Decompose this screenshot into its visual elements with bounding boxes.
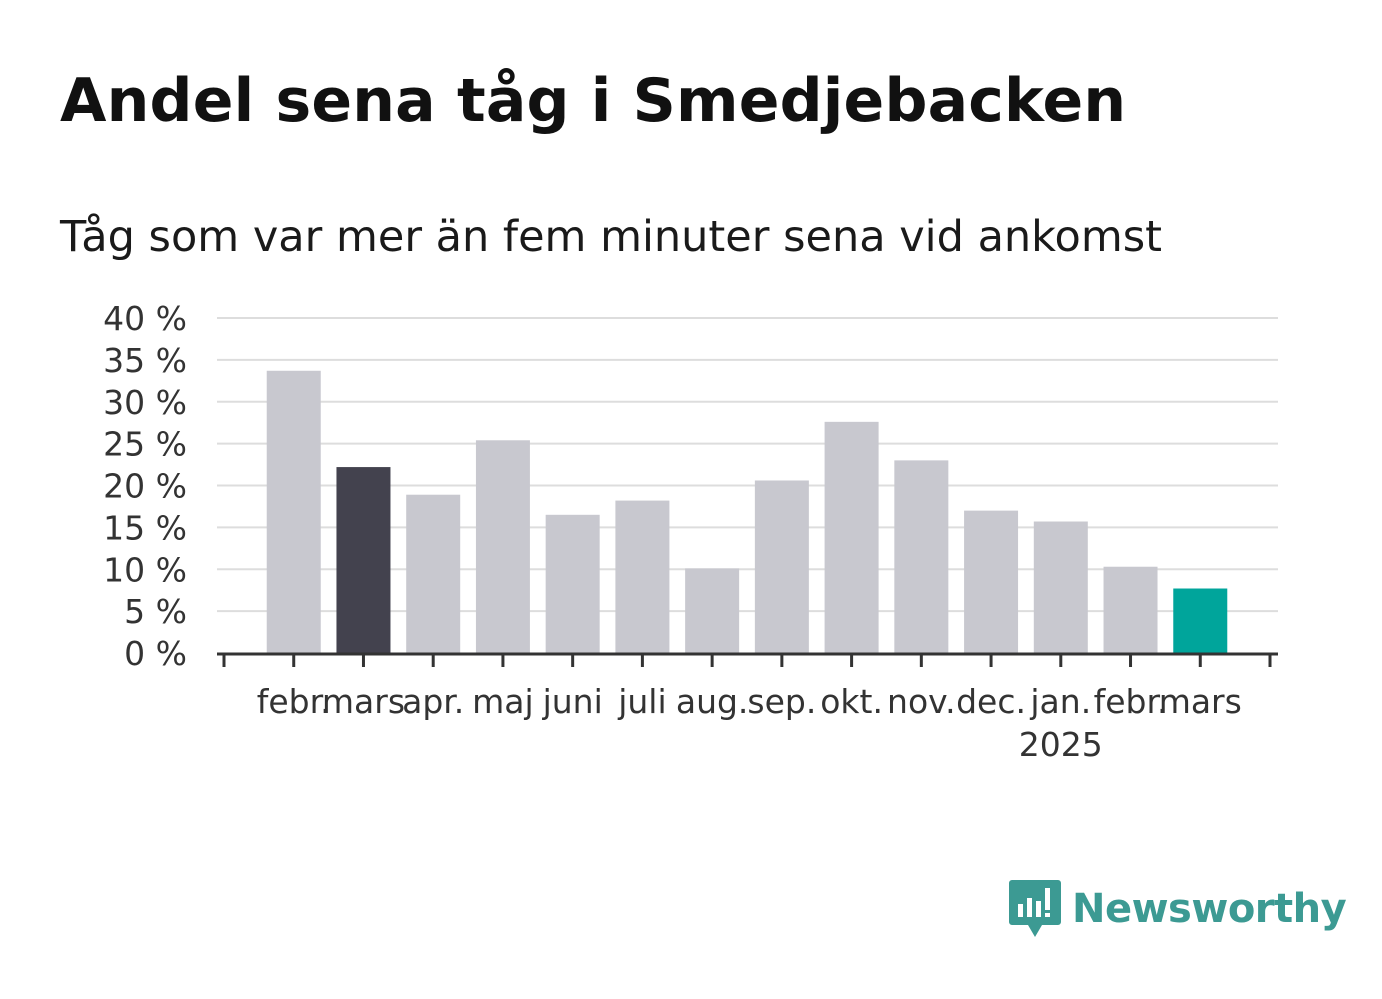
x-tick-label: dec.: [956, 682, 1026, 721]
bar: [964, 510, 1019, 653]
y-tick-label: 0 %: [124, 634, 187, 673]
bar: [1103, 566, 1158, 653]
newsworthy-logo: Newsworthy: [1008, 878, 1347, 940]
bar: [615, 500, 670, 653]
x-tick-label: aug.: [676, 682, 749, 721]
x-axis: [217, 652, 1278, 667]
brand-name: Newsworthy: [1072, 886, 1347, 932]
x-tick-label: nov.: [887, 682, 956, 721]
x-tick-year-label: 2025: [1019, 725, 1103, 764]
y-tick-label: 30 %: [103, 383, 187, 422]
x-tick-label: febr.: [1094, 682, 1168, 721]
y-tick-label: 15 %: [103, 508, 187, 547]
bar: [336, 467, 391, 653]
bar: [406, 494, 461, 653]
x-tick-label: juli: [617, 682, 666, 721]
y-tick-label: 5 %: [124, 592, 187, 631]
x-tick-label: mars: [322, 682, 405, 721]
x-tick-label: febr.: [257, 682, 331, 721]
y-tick-label: 20 %: [103, 467, 187, 506]
y-tick-label: 25 %: [103, 425, 187, 464]
bar: [545, 514, 600, 653]
bar: [266, 370, 321, 653]
bar-chart-speech-bubble-icon: [1009, 880, 1061, 937]
x-tick-label: maj: [472, 682, 534, 721]
x-tick-label: okt.: [820, 682, 883, 721]
gridlines: [217, 317, 1278, 613]
x-tick-label: jan.: [1029, 682, 1091, 721]
bar: [475, 440, 530, 653]
y-tick-label: 40 %: [103, 299, 187, 338]
x-tick-label: apr.: [402, 682, 464, 721]
x-tick-label: sep.: [747, 682, 816, 721]
x-tick-label: mars: [1159, 682, 1242, 721]
y-tick-label: 10 %: [103, 550, 187, 589]
bar: [754, 480, 809, 653]
bar: [1033, 521, 1088, 653]
bar: [1173, 588, 1228, 653]
chart-subtitle: Tåg som var mer än fem minuter sena vid …: [60, 212, 1163, 262]
chart-title: Andel sena tåg i Smedjebacken: [60, 66, 1127, 136]
bars: [266, 370, 1228, 653]
bar: [824, 421, 879, 653]
bar: [894, 460, 949, 653]
x-tick-label: juni: [542, 682, 603, 721]
y-tick-label: 35 %: [103, 341, 187, 380]
y-axis-ticks: 0 %5 %10 %15 %20 %25 %30 %35 %40 %: [103, 299, 187, 673]
bar: [685, 568, 740, 653]
